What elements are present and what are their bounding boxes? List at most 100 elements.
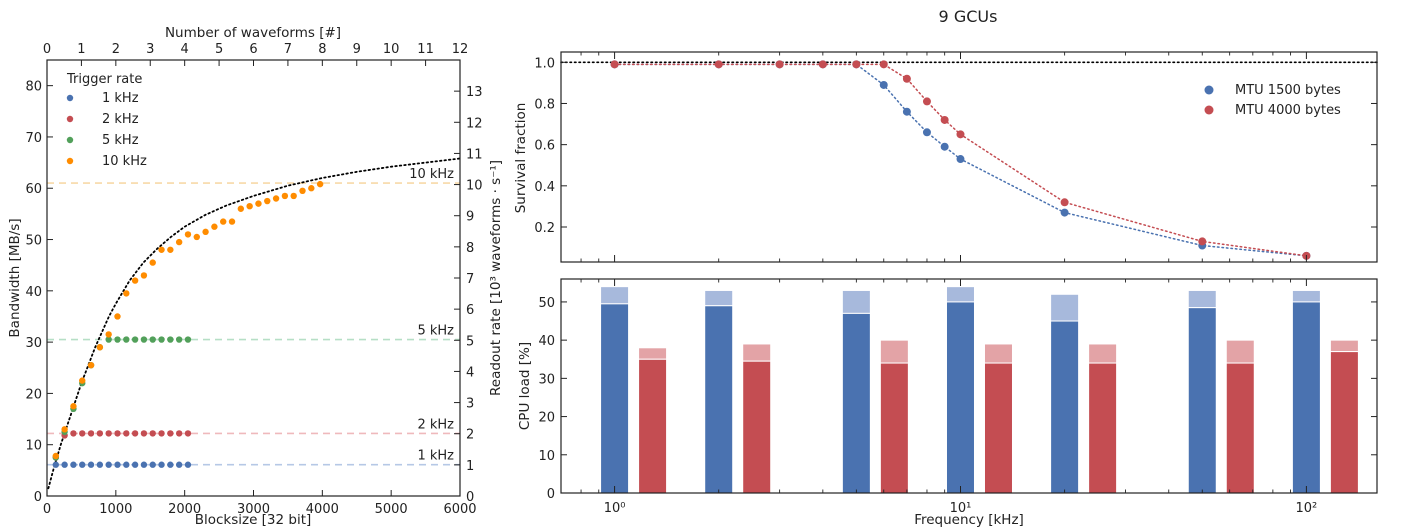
point-10-kHz	[255, 200, 262, 207]
legend-label-2-kHz: 2 kHz	[102, 112, 139, 127]
xtick-label: 0	[43, 502, 51, 517]
readout-rate-ylabel: Readout rate [10³ waveforms · s⁻¹]	[488, 160, 504, 396]
bandwidth-top-xlabel: Number of waveforms [#]	[165, 25, 341, 41]
top-xtick-label: 4	[181, 42, 189, 57]
point-MTU-1500-bytes	[902, 107, 911, 116]
bar-value	[704, 305, 734, 494]
point-1-kHz	[52, 461, 60, 468]
bar-group-MTU-1500-bytes	[704, 289, 734, 494]
point-10-kHz	[52, 452, 60, 460]
point-MTU-1500-bytes	[940, 142, 949, 151]
bar-value	[879, 362, 909, 494]
xtick-label: 10⁰	[604, 501, 626, 516]
bar-group-MTU-4000-bytes	[879, 339, 909, 494]
point-10-kHz	[105, 331, 112, 338]
point-MTU-4000-bytes	[714, 60, 723, 69]
right-ytick-label: 10	[466, 179, 483, 194]
point-10-kHz	[184, 231, 192, 238]
point-MTU-4000-bytes	[818, 60, 827, 69]
legend-label-1-kHz: 1 kHz	[102, 91, 139, 106]
bar-peak	[600, 286, 630, 305]
bar-peak	[945, 286, 975, 303]
bar-group-MTU-4000-bytes	[638, 347, 668, 494]
plateau-label-10-kHz: 10 kHz	[409, 167, 454, 182]
legend-marker-MTU-4000-bytes	[1204, 105, 1214, 115]
point-10-kHz	[211, 223, 218, 230]
point-1-kHz	[184, 461, 192, 468]
bar-value	[1225, 362, 1255, 494]
ytick-label: 60	[25, 182, 42, 197]
bar-group-MTU-4000-bytes	[1088, 343, 1118, 494]
survival-panel: 0.2 0.4 0.6 0.8 1.0 Survival fraction MTU 15…	[513, 51, 1378, 263]
point-1-kHz	[96, 461, 104, 468]
point-10-kHz	[114, 313, 121, 320]
ytick-label: 40	[538, 334, 555, 349]
cpu-load-xlabel: Frequency [kHz]	[914, 512, 1024, 528]
point-5-kHz	[184, 336, 192, 343]
survival-axes-ticks: 0.2 0.4 0.6 0.8 1.0	[534, 52, 1377, 262]
bandwidth-xlabel: Blocksize [32 bit]	[195, 512, 312, 528]
ytick-label: 0	[547, 487, 555, 502]
bar-peak	[841, 289, 871, 314]
ytick-label: 10	[538, 449, 555, 464]
top-xtick-label: 6	[249, 42, 257, 57]
bandwidth-legend: Trigger rate 1 kHz 2 kHz 5 kHz 10 kHz	[66, 72, 147, 169]
bar-group-MTU-1500-bytes	[1050, 293, 1080, 494]
point-10-kHz	[70, 403, 77, 410]
point-5-kHz	[114, 336, 121, 343]
point-2-kHz	[184, 430, 192, 437]
point-10-kHz	[149, 259, 156, 266]
legend-marker-2-kHz	[66, 115, 74, 123]
point-MTU-4000-bytes	[940, 115, 949, 124]
point-10-kHz	[167, 246, 174, 253]
top-xtick-label: 8	[318, 42, 326, 57]
right-ytick-label: 5	[466, 334, 474, 349]
right-ytick-label: 9	[466, 210, 474, 225]
bar-value	[1050, 320, 1080, 494]
cpu-load-plot-area	[600, 286, 1359, 494]
right-ytick-label: 13	[466, 85, 483, 100]
bandwidth-legend-items: 1 kHz 2 kHz 5 kHz 10 kHz	[66, 91, 147, 169]
bar-value	[638, 358, 668, 494]
bar-peak	[879, 339, 909, 364]
point-MTU-4000-bytes	[956, 130, 965, 139]
point-5-kHz	[175, 336, 183, 343]
bar-value	[983, 362, 1013, 494]
right-ytick-label: 7	[466, 272, 474, 287]
point-1-kHz	[167, 461, 174, 468]
bar-value	[841, 312, 871, 494]
point-10-kHz	[272, 195, 280, 202]
bar-group-MTU-4000-bytes	[1329, 339, 1359, 494]
top-xtick-label: 12	[452, 42, 469, 57]
point-1-kHz	[70, 461, 77, 468]
bar-peak	[1187, 289, 1217, 309]
legend-marker-5-kHz	[66, 136, 74, 144]
ytick-label: 30	[538, 372, 555, 387]
series-1-kHz	[52, 461, 192, 468]
point-2-kHz	[79, 430, 86, 437]
point-10-kHz	[237, 205, 245, 212]
xtick-label: 5000	[375, 502, 408, 517]
point-MTU-4000-bytes	[775, 60, 784, 69]
legend-label-5-kHz: 5 kHz	[102, 133, 139, 148]
right-ytick-label: 12	[466, 116, 483, 131]
ytick-label: 1.0	[534, 56, 555, 71]
ytick-label: 10	[25, 439, 42, 454]
point-10-kHz	[299, 187, 306, 194]
point-2-kHz	[105, 430, 112, 437]
xtick-label: 1000	[99, 502, 132, 517]
legend-marker-1-kHz	[66, 94, 74, 102]
point-2-kHz	[158, 430, 165, 437]
point-10-kHz	[175, 238, 183, 246]
point-1-kHz	[140, 461, 148, 468]
top-xtick-label: 11	[417, 42, 434, 57]
point-10-kHz	[264, 197, 271, 205]
ytick-label: 30	[25, 336, 42, 351]
legend-label-10-kHz: 10 kHz	[102, 154, 147, 169]
right-ytick-label: 3	[466, 397, 474, 412]
right-ytick-label: 0	[466, 490, 474, 505]
point-2-kHz	[70, 430, 77, 437]
point-10-kHz	[202, 228, 209, 236]
